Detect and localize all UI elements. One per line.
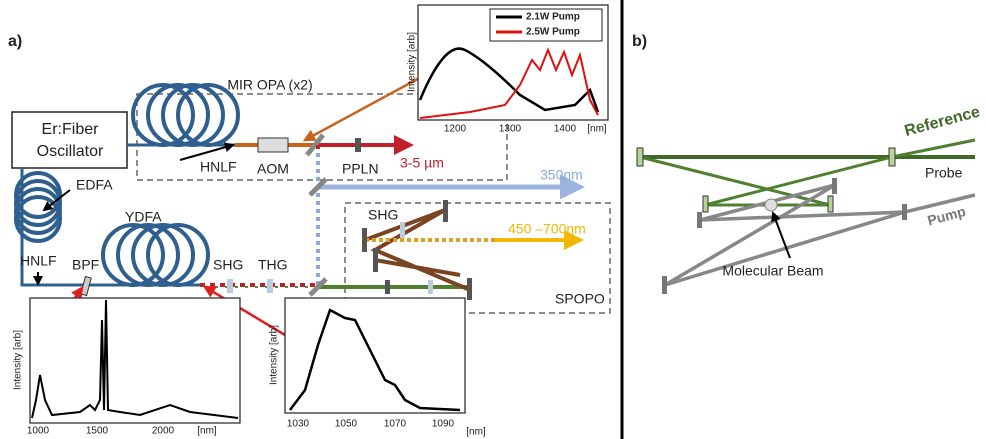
panel-b-optics-shape	[832, 178, 837, 194]
inset-supercontinuum-frame-shape	[30, 298, 240, 423]
x-tick-label: 2000	[152, 426, 175, 437]
panel-b-optics-shape	[828, 196, 833, 212]
legend-entry: 2.1W Pump	[526, 12, 580, 23]
x-tick-label: 1090	[432, 419, 455, 430]
x-unit: [nm]	[587, 124, 607, 135]
edfa-label: EDFA	[76, 177, 113, 193]
bpf-label: BPF	[72, 257, 99, 273]
panel-label: b)	[632, 33, 647, 50]
panel-a-optics-shape	[385, 280, 390, 294]
x-tick-label: 1000	[27, 426, 50, 437]
panel-a-optics-shape	[373, 248, 378, 272]
x-tick-label: 1400	[554, 124, 577, 135]
visible-output-label: 450 –700nm	[508, 221, 586, 237]
x-tick-label: 1050	[335, 419, 358, 430]
shg-label: SHG	[213, 257, 243, 273]
panel-a-optics-shape	[400, 222, 405, 238]
reference-label: Reference	[903, 103, 982, 139]
panel-a-optics-shape	[355, 138, 361, 152]
x-tick-label: 1500	[86, 426, 109, 437]
panel-a-optics-shape	[467, 278, 472, 300]
oscillator-label: Er:Fiber	[42, 121, 100, 138]
figure: a) Er:Fiber Oscillator MIR OPA (x2) HNLF…	[0, 0, 986, 439]
mir-opa-label: MIR OPA (x2)	[227, 77, 312, 93]
panel-label: a)	[8, 33, 22, 50]
hnlf-label: HNLF	[200, 159, 237, 175]
panel-a-optics-shape	[227, 279, 233, 293]
panel-b-optics-shape	[765, 199, 777, 211]
panel-b-optics-shape	[889, 148, 895, 166]
probe-label: Probe	[925, 165, 963, 181]
oscillator-label: Oscillator	[37, 143, 104, 160]
panel-b-optics-shape	[902, 204, 907, 220]
panel-a-optics-shape	[362, 228, 367, 252]
panel-a-optics-shape	[267, 279, 273, 293]
ydfa-label: YDFA	[125, 209, 162, 225]
hnlf-label: HNLF	[20, 253, 57, 269]
molecular-beam-label: Molecular Beam	[722, 263, 823, 279]
aom-label: AOM	[257, 161, 289, 177]
uv-output-label: 350nm	[540, 167, 583, 183]
inset-ydfa-frame	[285, 298, 465, 413]
x-tick-label: 1070	[384, 419, 407, 430]
y-axis-label: Intensity [arb]	[407, 32, 418, 92]
x-tick-label: 1030	[287, 419, 310, 430]
panel-a-optics-shape	[258, 138, 288, 152]
inset-ydfa-frame-shape	[285, 298, 465, 413]
panel-a-optics-shape	[443, 200, 448, 222]
mir-output-label: 3-5 µm	[400, 155, 444, 171]
panel-b-optics-shape	[662, 276, 667, 294]
ppln-label: PPLN	[342, 161, 379, 177]
y-axis-label: Intensity [arb]	[13, 330, 24, 390]
panel-b-optics-shape	[637, 148, 643, 166]
spopo-label: SPOPO	[555, 291, 605, 307]
thg-label: THG	[258, 257, 288, 273]
panel-b-optics-shape	[703, 196, 708, 212]
inset-supercontinuum-frame	[30, 298, 240, 423]
spopo-shg-label: SHG	[368, 207, 398, 223]
legend-entry: 2.5W Pump	[526, 27, 580, 38]
x-tick-label: 1300	[499, 124, 522, 135]
x-unit: [nm]	[466, 427, 486, 438]
panel-b-optics-shape	[697, 212, 702, 228]
x-unit: [nm]	[197, 426, 217, 437]
y-axis-label: Intensity [arb]	[269, 325, 280, 385]
x-tick-label: 1200	[444, 124, 467, 135]
panel-a-optics-shape	[428, 280, 433, 294]
